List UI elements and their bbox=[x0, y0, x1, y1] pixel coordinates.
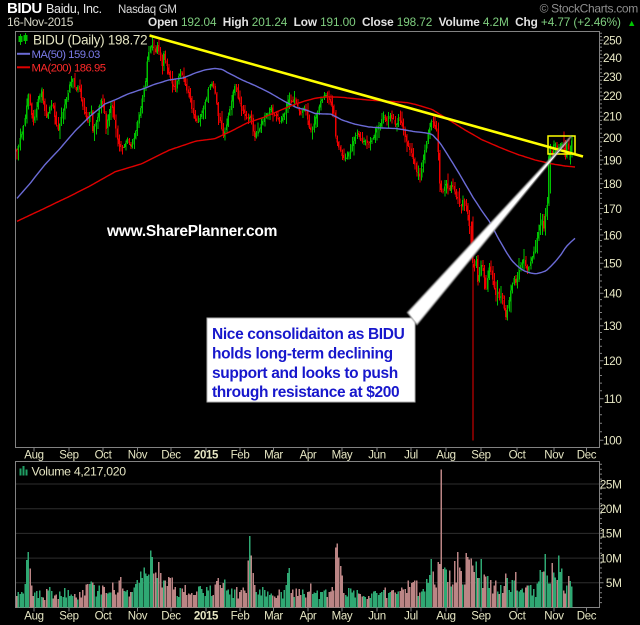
svg-text:Oct: Oct bbox=[509, 611, 527, 623]
svg-text:holds long-term declining: holds long-term declining bbox=[212, 345, 393, 362]
svg-text:Mar: Mar bbox=[264, 611, 283, 623]
svg-text:5M: 5M bbox=[606, 576, 622, 590]
svg-text:May: May bbox=[332, 450, 353, 462]
svg-text:Feb: Feb bbox=[231, 611, 250, 623]
svg-text:Baidu, Inc.: Baidu, Inc. bbox=[46, 2, 102, 16]
svg-text:Mar: Mar bbox=[264, 450, 283, 462]
svg-text:2015: 2015 bbox=[194, 450, 219, 462]
svg-text:Sep: Sep bbox=[471, 611, 490, 623]
svg-text:Jun: Jun bbox=[368, 611, 386, 623]
svg-text:Dec: Dec bbox=[577, 450, 597, 462]
svg-text:Sep: Sep bbox=[471, 450, 490, 462]
svg-text:15M: 15M bbox=[600, 527, 622, 541]
svg-text:Nice consolidaiton as BIDU: Nice consolidaiton as BIDU bbox=[212, 326, 405, 343]
svg-text:Nov: Nov bbox=[128, 611, 148, 623]
svg-text:Feb: Feb bbox=[231, 450, 250, 462]
svg-text:Jul: Jul bbox=[404, 611, 418, 623]
svg-text:Aug: Aug bbox=[24, 450, 43, 462]
svg-text:Open 192.04 High 201.24 Low: Open 192.04 High 201.24 Low 191.00 Close… bbox=[148, 15, 636, 29]
svg-text:BIDU (Daily) 198.72: BIDU (Daily) 198.72 bbox=[33, 33, 147, 48]
svg-text:© StockCharts.com: © StockCharts.com bbox=[540, 2, 639, 16]
svg-text:20M: 20M bbox=[600, 502, 622, 516]
svg-text:Aug: Aug bbox=[436, 611, 455, 623]
svg-text:230: 230 bbox=[603, 70, 622, 84]
svg-text:Jun: Jun bbox=[368, 450, 386, 462]
svg-text:Nov: Nov bbox=[544, 450, 564, 462]
svg-text:Aug: Aug bbox=[436, 450, 455, 462]
svg-text:170: 170 bbox=[603, 202, 622, 216]
svg-text:Volume 4,217,020: Volume 4,217,020 bbox=[32, 465, 127, 479]
svg-text:200: 200 bbox=[603, 131, 622, 145]
svg-text:Oct: Oct bbox=[509, 450, 527, 462]
svg-text:100: 100 bbox=[603, 434, 622, 448]
svg-text:Aug: Aug bbox=[24, 611, 43, 623]
svg-text:130: 130 bbox=[603, 319, 622, 333]
svg-text:Dec: Dec bbox=[161, 450, 181, 462]
svg-text:Oct: Oct bbox=[95, 450, 113, 462]
svg-text:16-Nov-2015: 16-Nov-2015 bbox=[7, 15, 74, 29]
svg-text:support and looks to push: support and looks to push bbox=[212, 365, 398, 382]
svg-text:190: 190 bbox=[603, 153, 622, 167]
svg-text:25M: 25M bbox=[600, 477, 622, 491]
svg-text:through resistance at $200: through resistance at $200 bbox=[212, 384, 399, 401]
svg-text:May: May bbox=[332, 611, 353, 623]
svg-text:MA(50) 159.03: MA(50) 159.03 bbox=[32, 49, 100, 61]
svg-text:110: 110 bbox=[604, 392, 622, 406]
svg-text:Nov: Nov bbox=[544, 611, 564, 623]
svg-text:250: 250 bbox=[603, 33, 622, 47]
svg-text:Dec: Dec bbox=[577, 611, 597, 623]
svg-text:160: 160 bbox=[603, 228, 622, 242]
svg-text:www.SharePlanner.com: www.SharePlanner.com bbox=[106, 223, 277, 240]
svg-text:2015: 2015 bbox=[194, 611, 219, 623]
svg-text:Apr: Apr bbox=[300, 611, 317, 623]
svg-text:Dec: Dec bbox=[161, 611, 181, 623]
svg-text:210: 210 bbox=[603, 110, 622, 124]
svg-text:10M: 10M bbox=[600, 551, 622, 565]
svg-text:120: 120 bbox=[603, 354, 622, 368]
svg-text:Nov: Nov bbox=[128, 450, 148, 462]
svg-text:Apr: Apr bbox=[300, 450, 317, 462]
svg-text:180: 180 bbox=[603, 177, 622, 191]
svg-text:Sep: Sep bbox=[59, 611, 78, 623]
svg-text:140: 140 bbox=[603, 287, 622, 301]
svg-text:Nasdaq GM: Nasdaq GM bbox=[118, 4, 177, 16]
svg-text:Jul: Jul bbox=[404, 450, 418, 462]
svg-text:220: 220 bbox=[603, 89, 622, 103]
svg-text:Sep: Sep bbox=[59, 450, 78, 462]
svg-text:BIDU: BIDU bbox=[7, 0, 42, 17]
svg-text:150: 150 bbox=[603, 257, 622, 271]
svg-text:Oct: Oct bbox=[95, 611, 113, 623]
svg-text:MA(200) 186.95: MA(200) 186.95 bbox=[32, 62, 106, 74]
svg-text:240: 240 bbox=[603, 51, 622, 65]
